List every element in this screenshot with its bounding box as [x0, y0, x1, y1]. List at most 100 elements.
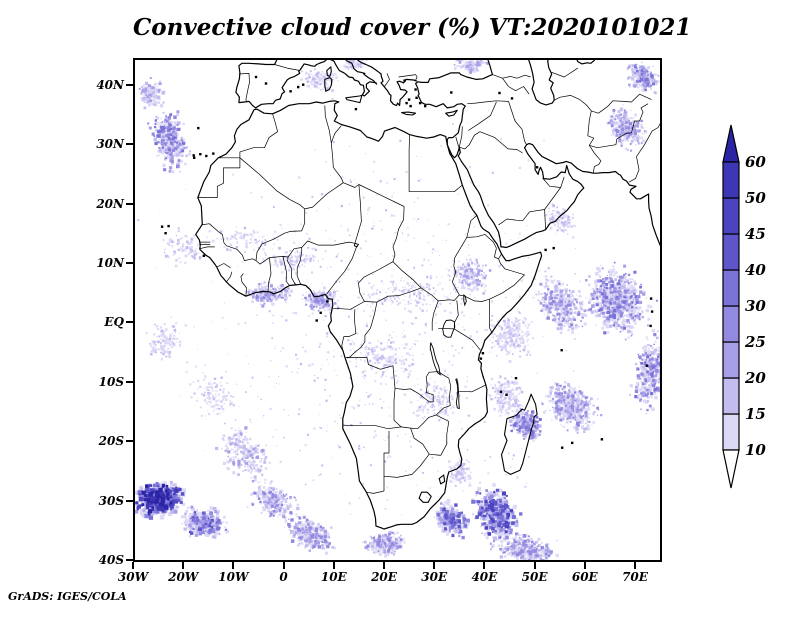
small-island-dot: [510, 97, 514, 100]
lat-tick: [126, 380, 133, 383]
lat-tick: [126, 143, 133, 146]
small-island-dot: [160, 225, 164, 228]
small-island-dot: [414, 88, 417, 91]
country-border: [398, 74, 416, 78]
lat-tick: [126, 83, 133, 86]
colorbar-level-label: 45: [745, 225, 766, 243]
small-island-dot: [561, 446, 564, 449]
country-border: [304, 182, 344, 210]
country-border: [296, 247, 303, 285]
lat-tick: [126, 499, 133, 502]
grads-credit: GrADS: IGES/COLA: [8, 590, 127, 603]
small-island-dot: [315, 319, 318, 322]
small-island-dot: [164, 232, 167, 235]
colorbar-above-arrow: [722, 124, 740, 163]
island-outline: [345, 94, 363, 104]
small-island-dot: [649, 297, 653, 300]
colorbar-level-label: 15: [745, 405, 766, 423]
small-island-dot: [600, 438, 604, 441]
small-island-dot: [199, 153, 202, 156]
country-border: [201, 223, 223, 235]
country-border: [498, 209, 545, 226]
lon-tick-label: 70E: [622, 570, 648, 584]
lon-tick-label: 60E: [571, 570, 598, 584]
lon-tick-label: 10E: [320, 570, 347, 584]
small-island-dot: [319, 311, 322, 314]
country-border: [466, 234, 497, 249]
lon-tick: [232, 562, 235, 569]
country-border: [435, 405, 451, 416]
small-island-dot: [192, 154, 195, 157]
lon-tick-label: 50E: [521, 570, 548, 584]
country-border: [343, 182, 405, 207]
geography-layer: [160, 58, 662, 530]
country-border: [342, 424, 411, 430]
colorbar-level-label: 40: [745, 261, 766, 279]
country-border: [438, 327, 455, 330]
colorbar-band: [722, 305, 740, 343]
country-border: [332, 301, 365, 310]
country-border: [489, 299, 493, 333]
lon-tick-label: 10W: [218, 570, 249, 584]
small-island-dot: [264, 82, 268, 85]
country-border: [459, 131, 481, 150]
small-island-dot: [514, 377, 518, 380]
small-island-dot: [403, 79, 406, 82]
lat-tick-label: 10S: [98, 374, 124, 389]
country-border: [587, 110, 602, 174]
country-border: [468, 123, 479, 131]
island-outline: [438, 474, 446, 485]
country-border: [544, 187, 561, 210]
small-island-dot: [645, 364, 649, 367]
small-island-dot: [202, 254, 205, 257]
country-border: [429, 453, 441, 456]
country-border: [383, 453, 430, 478]
small-island-dot: [544, 248, 547, 252]
country-border: [226, 245, 257, 261]
small-island-dot: [354, 107, 358, 111]
cloud-pixels-level-1: [137, 58, 662, 562]
country-border: [341, 309, 357, 351]
small-island-dot: [302, 83, 305, 86]
small-island-dot: [326, 300, 329, 303]
country-border: [404, 371, 439, 403]
country-border: [448, 378, 452, 406]
colorbar-level-label: 50: [745, 189, 766, 207]
country-border: [394, 387, 405, 390]
map-frame: [133, 58, 662, 562]
coastline: [355, 58, 418, 107]
small-island-dot: [212, 152, 215, 155]
country-border: [459, 294, 490, 302]
coastline: [235, 58, 378, 109]
colorbar-band: [722, 269, 740, 307]
colorbar-band: [722, 233, 740, 271]
small-island-dot: [418, 101, 422, 105]
country-border: [392, 206, 460, 302]
lon-tick: [634, 562, 636, 569]
country-border: [478, 101, 497, 125]
lon-tick-label: 20W: [168, 570, 199, 584]
lon-tick-label: 20E: [371, 570, 397, 584]
colorbar-band: [722, 161, 740, 199]
country-border: [414, 74, 418, 82]
island-outline: [324, 77, 333, 92]
small-island-dot: [649, 324, 652, 328]
lat-tick-label: 40N: [96, 77, 124, 92]
country-border: [222, 234, 227, 246]
small-island-dot: [415, 96, 418, 99]
country-border: [267, 257, 272, 293]
country-border: [255, 208, 306, 261]
lake-outline: [455, 378, 460, 410]
country-border: [358, 283, 365, 302]
island-outline: [326, 66, 332, 77]
country-border: [628, 120, 662, 183]
country-border: [489, 274, 525, 300]
lon-tick-label: 30W: [117, 570, 149, 584]
small-island-dot: [167, 224, 170, 228]
small-island-dot: [552, 246, 555, 250]
lat-tick: [126, 321, 133, 324]
country-border: [274, 64, 300, 71]
country-border: [384, 73, 390, 87]
lat-tick: [126, 440, 133, 443]
